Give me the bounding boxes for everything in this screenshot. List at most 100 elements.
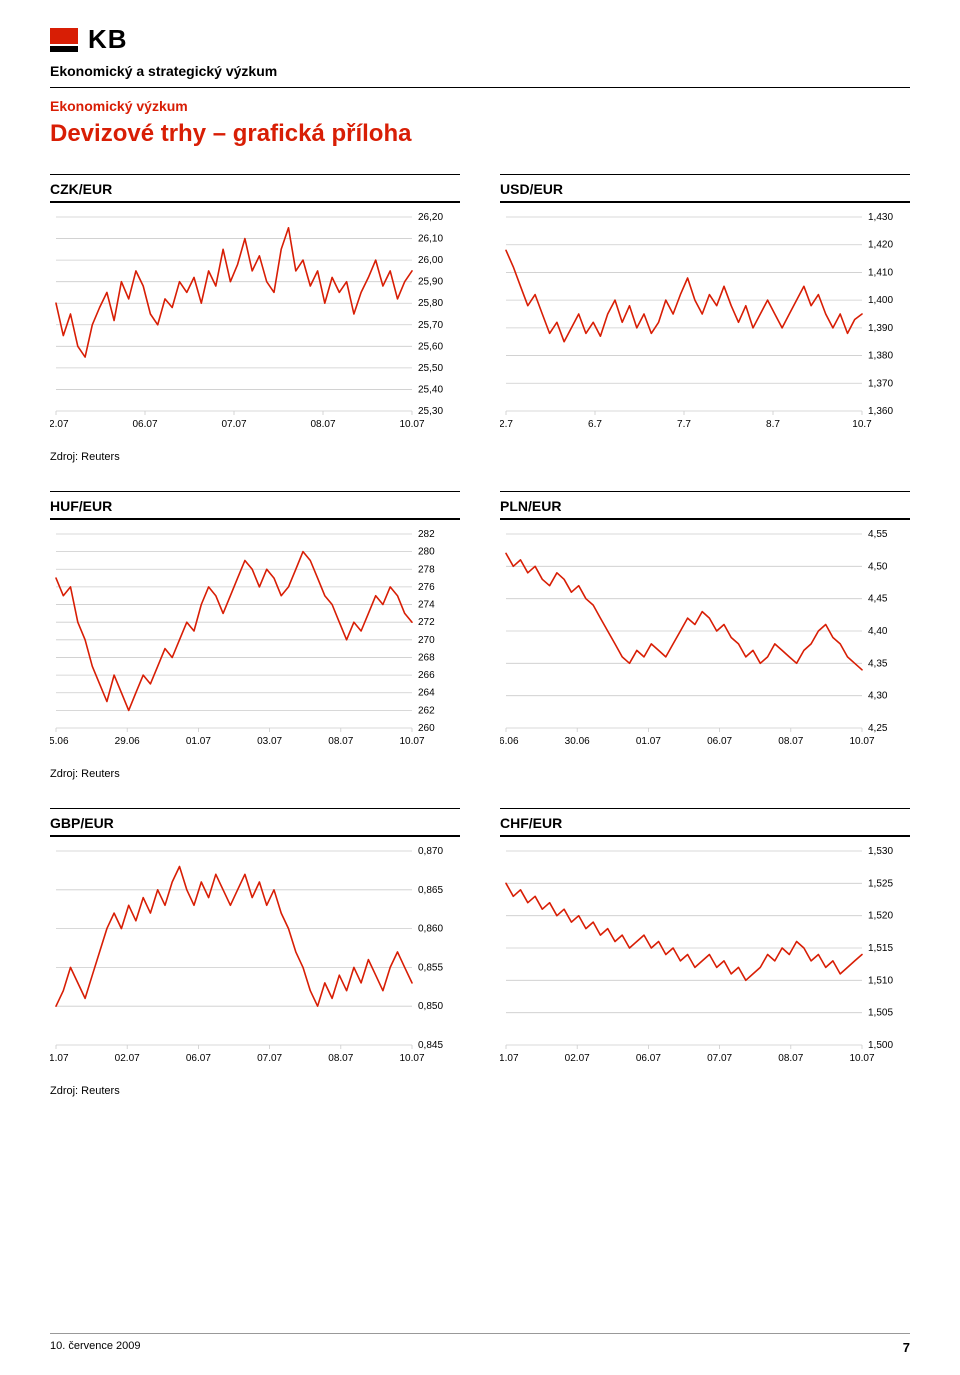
- svg-text:1,500: 1,500: [868, 1040, 893, 1051]
- logo-text: KB: [88, 24, 128, 55]
- chart-title: PLN/EUR: [500, 491, 910, 520]
- svg-text:282: 282: [418, 530, 435, 540]
- svg-text:260: 260: [418, 723, 435, 734]
- svg-text:06.07: 06.07: [186, 1053, 211, 1064]
- svg-text:4,25: 4,25: [868, 723, 888, 734]
- svg-text:25,50: 25,50: [418, 363, 443, 374]
- svg-text:1,520: 1,520: [868, 911, 893, 922]
- header-line1: Ekonomický a strategický výzkum: [50, 63, 910, 79]
- footer-date: 10. července 2009: [50, 1340, 141, 1355]
- svg-text:10.07: 10.07: [399, 419, 424, 430]
- svg-text:02.07: 02.07: [115, 1053, 140, 1064]
- svg-text:274: 274: [418, 600, 435, 611]
- svg-text:26,10: 26,10: [418, 234, 443, 245]
- svg-text:1,370: 1,370: [868, 378, 893, 389]
- logo: KB: [50, 24, 910, 55]
- svg-text:0,870: 0,870: [418, 847, 443, 857]
- svg-text:8.7: 8.7: [766, 419, 780, 430]
- chart-huf: HUF/EUR 26026226426626827027227427627828…: [50, 491, 460, 750]
- svg-text:26,00: 26,00: [418, 255, 443, 266]
- svg-text:4,40: 4,40: [868, 626, 888, 637]
- svg-text:07.07: 07.07: [707, 1053, 732, 1064]
- svg-text:01.07: 01.07: [636, 736, 661, 747]
- svg-text:25,80: 25,80: [418, 298, 443, 309]
- chart-svg: 26026226426626827027227427627828028225.0…: [50, 530, 460, 750]
- header-line2: Ekonomický výzkum: [50, 98, 910, 114]
- svg-text:272: 272: [418, 617, 435, 628]
- svg-text:4,45: 4,45: [868, 594, 888, 605]
- svg-text:10.07: 10.07: [849, 736, 874, 747]
- chart-title: HUF/EUR: [50, 491, 460, 520]
- svg-text:266: 266: [418, 670, 435, 681]
- chart-svg: 0,8450,8500,8550,8600,8650,87001.0702.07…: [50, 847, 460, 1067]
- footer-page: 7: [903, 1340, 910, 1355]
- svg-text:06.07: 06.07: [707, 736, 732, 747]
- svg-text:1,380: 1,380: [868, 351, 893, 362]
- chart-svg: 4,254,304,354,404,454,504,5526.0630.0601…: [500, 530, 910, 750]
- page-title: Devizové trhy – grafická příloha: [50, 120, 910, 148]
- svg-text:4,35: 4,35: [868, 658, 888, 669]
- svg-text:4,50: 4,50: [868, 561, 888, 572]
- chart-grid: CZK/EUR 25,3025,4025,5025,6025,7025,8025…: [50, 174, 910, 1115]
- chart-svg: 1,5001,5051,5101,5151,5201,5251,53001.07…: [500, 847, 910, 1067]
- svg-text:08.07: 08.07: [778, 736, 803, 747]
- svg-text:10.07: 10.07: [399, 1053, 424, 1064]
- chart-chf: CHF/EUR 1,5001,5051,5101,5151,5201,5251,…: [500, 808, 910, 1067]
- svg-text:08.07: 08.07: [310, 419, 335, 430]
- footer: 10. července 2009 7: [50, 1333, 910, 1355]
- svg-text:25,70: 25,70: [418, 320, 443, 331]
- chart-pln: PLN/EUR 4,254,304,354,404,454,504,5526.0…: [500, 491, 910, 750]
- svg-text:01.07: 01.07: [186, 736, 211, 747]
- svg-text:25,40: 25,40: [418, 384, 443, 395]
- svg-text:10.07: 10.07: [849, 1053, 874, 1064]
- svg-text:01.07: 01.07: [500, 1053, 519, 1064]
- svg-text:06.07: 06.07: [636, 1053, 661, 1064]
- svg-text:0,865: 0,865: [418, 885, 443, 896]
- chart-svg: 25,3025,4025,5025,6025,7025,8025,9026,00…: [50, 213, 460, 433]
- svg-text:1,410: 1,410: [868, 267, 893, 278]
- svg-text:0,860: 0,860: [418, 924, 443, 935]
- svg-text:06.07: 06.07: [132, 419, 157, 430]
- chart-usd: USD/EUR 1,3601,3701,3801,3901,4001,4101,…: [500, 174, 910, 433]
- svg-text:7.7: 7.7: [677, 419, 691, 430]
- header-rule: [50, 87, 910, 88]
- svg-text:26,20: 26,20: [418, 213, 443, 223]
- svg-text:4,55: 4,55: [868, 530, 888, 540]
- svg-text:1,525: 1,525: [868, 878, 893, 889]
- svg-text:25,90: 25,90: [418, 277, 443, 288]
- source-label: Zdroj: Reuters: [50, 768, 910, 780]
- svg-text:08.07: 08.07: [778, 1053, 803, 1064]
- svg-text:07.07: 07.07: [221, 419, 246, 430]
- svg-text:1,515: 1,515: [868, 943, 893, 954]
- chart-title: GBP/EUR: [50, 808, 460, 837]
- svg-text:25.06: 25.06: [50, 736, 69, 747]
- source-label: Zdroj: Reuters: [50, 451, 910, 463]
- svg-text:270: 270: [418, 635, 435, 646]
- svg-text:1,420: 1,420: [868, 240, 893, 251]
- svg-text:0,850: 0,850: [418, 1001, 443, 1012]
- chart-title: CZK/EUR: [50, 174, 460, 203]
- svg-text:07.07: 07.07: [257, 1053, 282, 1064]
- svg-text:2.7: 2.7: [500, 419, 513, 430]
- svg-text:6.7: 6.7: [588, 419, 602, 430]
- svg-text:10.07: 10.07: [399, 736, 424, 747]
- svg-text:02.07: 02.07: [565, 1053, 590, 1064]
- svg-text:1,510: 1,510: [868, 975, 893, 986]
- chart-title: CHF/EUR: [500, 808, 910, 837]
- svg-text:1,505: 1,505: [868, 1008, 893, 1019]
- svg-text:280: 280: [418, 547, 435, 558]
- svg-text:30.06: 30.06: [565, 736, 590, 747]
- svg-text:10.7: 10.7: [852, 419, 872, 430]
- svg-text:1,360: 1,360: [868, 406, 893, 417]
- svg-text:1,390: 1,390: [868, 323, 893, 334]
- svg-text:08.07: 08.07: [328, 1053, 353, 1064]
- source-label: Zdroj: Reuters: [50, 1085, 910, 1097]
- svg-text:268: 268: [418, 652, 435, 663]
- svg-text:0,855: 0,855: [418, 962, 443, 973]
- svg-text:29.06: 29.06: [115, 736, 140, 747]
- svg-text:1,400: 1,400: [868, 295, 893, 306]
- svg-text:1,430: 1,430: [868, 213, 893, 223]
- chart-svg: 1,360 1,370 1,380 1,390 1,400 1,410 1,420 1,430…: [500, 213, 910, 433]
- svg-text:08.07: 08.07: [328, 736, 353, 747]
- svg-text:264: 264: [418, 688, 435, 699]
